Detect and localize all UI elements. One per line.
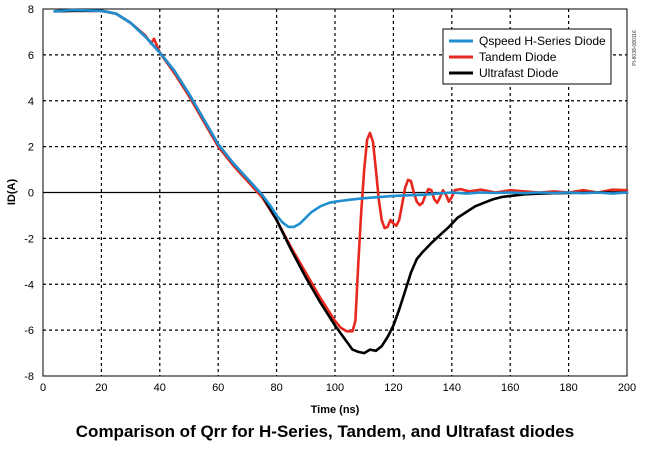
series-group [53, 8, 629, 355]
x-tick-label: 140 [443, 382, 461, 394]
series-line-tandem-diode [53, 9, 629, 333]
x-tick-label: 180 [559, 382, 577, 394]
y-tick-label: 0 [28, 188, 34, 200]
y-tick-label: 8 [28, 4, 34, 16]
chart-svg: 0 20 40 60 80 100 120 140 160 180 200 86420-2-4-6-… [6, 4, 638, 416]
legend-label-tandem-diode: Tandem Diode [479, 50, 557, 64]
y-axis-title: ID(A) [6, 179, 18, 206]
y-tick-label: 6 [28, 50, 34, 62]
y-tick-label: -6 [24, 325, 34, 337]
x-tick-label: 40 [154, 382, 166, 394]
y-tick-label: 2 [28, 142, 34, 154]
series-line-qspeed-h-series-diode [53, 8, 629, 229]
chart-caption: Comparison of Qrr for H-Series, Tandem, … [75, 422, 575, 441]
y-tick-label: 4 [28, 96, 34, 108]
legend-label-ultrafast-diode: Ultrafast Diode [479, 66, 559, 80]
x-tick-label: 160 [501, 382, 519, 394]
x-tick-label: 20 [95, 382, 107, 394]
x-tick-label: 100 [326, 382, 344, 394]
x-tick-label: 60 [212, 382, 224, 394]
x-axis-title: Time (ns) [311, 404, 360, 416]
legend-label-qspeed-h-series-diode: Qspeed H-Series Diode [479, 34, 606, 48]
x-tick-label: 120 [384, 382, 402, 394]
x-tick-label: 0 [40, 382, 46, 394]
y-tick-label: -8 [24, 371, 34, 383]
legend: Qspeed H-Series Diode Tandem Diode Ultrafa… [442, 28, 612, 85]
y-tick-label: -4 [24, 279, 34, 291]
x-tick-label: 80 [270, 382, 282, 394]
x-tick-labels: 0 20 40 60 80 100 120 140 160 180 200 [40, 382, 636, 394]
y-tick-label: -2 [24, 233, 34, 245]
figure-code: PI-8038-080116 [632, 30, 638, 66]
y-tick-labels: 8 6 4 2 0 -2 -4 -6 -8 [24, 4, 34, 383]
x-tick-label: 200 [618, 382, 636, 394]
